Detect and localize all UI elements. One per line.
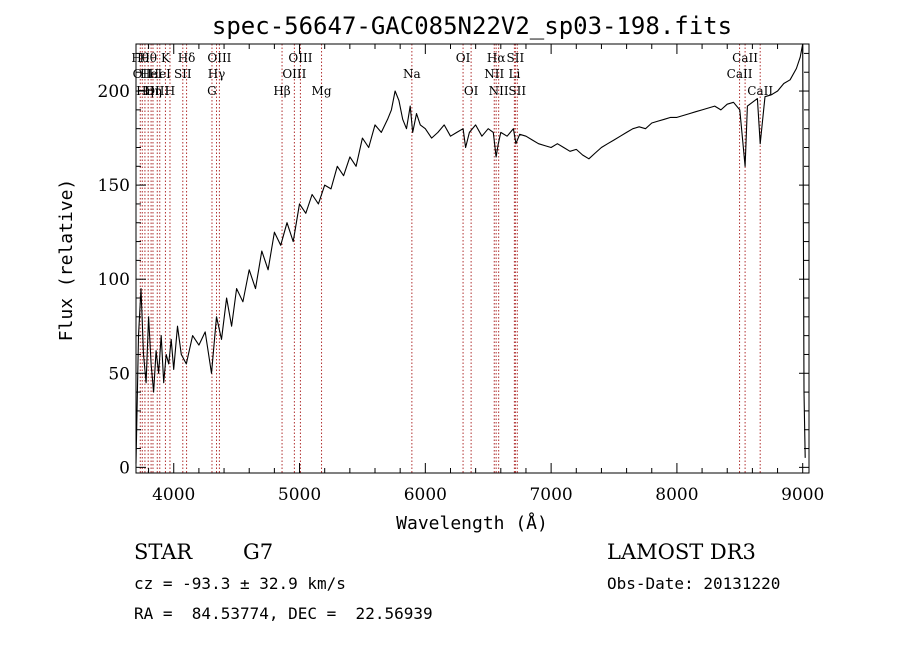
spectral-line-label: Hη	[144, 84, 162, 98]
x-tick-label: 4000	[152, 485, 195, 505]
spectral-line-label: Li	[508, 67, 520, 81]
coordinates: RA = 84.53774, DEC = 22.56939	[134, 604, 433, 623]
spectral-line-label: OIII	[145, 84, 169, 98]
spectral-line-label: NII	[489, 84, 509, 98]
spectral-line-label: K	[161, 51, 171, 65]
series-layer	[135, 43, 806, 464]
spectral-line-label: G	[207, 84, 217, 98]
spectral-line-label: SII	[174, 67, 192, 81]
x-tick-label: 7000	[529, 485, 572, 505]
spectral-line-label: OII	[133, 67, 153, 81]
y-tick-label: 50	[108, 364, 130, 384]
spectral-line-label: CaII	[732, 51, 758, 65]
spectral-line-label: OI	[464, 84, 479, 98]
spectral-line-label: OIII	[282, 67, 306, 81]
spectral-line-label: SII	[508, 84, 526, 98]
x-tick-label: 8000	[655, 485, 698, 505]
spectral-line-label: CaII	[727, 67, 753, 81]
spectral-line-label: OIII	[288, 51, 312, 65]
axis-ticks: 4000 5000 6000 7000 8000 9000 0 50 100 150 200	[98, 44, 824, 505]
spectral-line-label: Mg	[312, 84, 332, 98]
y-tick-label: 100	[98, 270, 130, 290]
spectral-line-label: Na	[403, 67, 421, 81]
spectral-line-label: Hβ	[273, 84, 290, 98]
spectral-line-label: SII	[507, 51, 525, 65]
spectral-line-labels: HθOIIHηHθHeIHηOIIIHeIKHSIIHδGHγOIIIHβOII…	[131, 51, 773, 98]
obs-date: Obs-Date: 20131220	[607, 574, 781, 593]
y-axis-label: Flux (relative)	[56, 179, 77, 342]
spectral-line-label: HeI	[140, 67, 163, 81]
chart-title: spec-56647-GAC085N22V2_sp03-198.fits	[212, 12, 732, 40]
x-axis-label: Wavelength (Å)	[396, 512, 548, 534]
spectral-line-label: NII	[484, 67, 504, 81]
spectral-line-markers	[139, 44, 761, 473]
y-tick-label: 200	[98, 82, 130, 102]
x-tick-label: 5000	[278, 485, 321, 505]
spectral-line-label: H	[165, 84, 175, 98]
subclass: G7	[243, 540, 274, 564]
x-tick-label: 6000	[404, 485, 447, 505]
x-tick-label: 9000	[781, 485, 824, 505]
y-tick-label: 0	[119, 458, 130, 478]
plot-frame	[135, 43, 810, 474]
spectral-line-label: Hα	[487, 51, 506, 65]
object-class: STAR	[134, 540, 193, 564]
flux-series-line	[135, 43, 806, 464]
survey-name: LAMOST DR3	[607, 540, 756, 564]
spectral-line-label: CaII	[747, 84, 773, 98]
spectral-line-label: OI	[456, 51, 471, 65]
spectral-line-label: HeI	[149, 67, 172, 81]
spectral-line-label: Hγ	[208, 67, 226, 81]
spectral-line-label: Hδ	[178, 51, 196, 65]
spectral-line-label: Hθ	[139, 51, 157, 65]
redshift-value: cz = -93.3 ± 32.9 km/s	[134, 574, 346, 593]
spectral-line-label: OIII	[207, 51, 231, 65]
y-tick-label: 150	[98, 176, 130, 196]
